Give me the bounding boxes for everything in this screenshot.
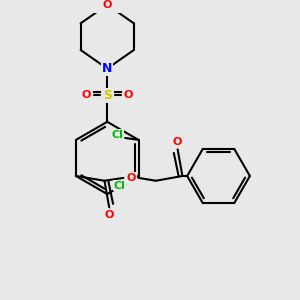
Text: O: O	[82, 90, 91, 100]
Text: Cl: Cl	[114, 181, 125, 190]
Text: O: O	[104, 210, 114, 220]
Text: Cl: Cl	[112, 130, 124, 140]
Text: N: N	[102, 62, 112, 75]
Text: O: O	[126, 173, 136, 183]
Text: O: O	[103, 0, 112, 10]
Text: S: S	[103, 89, 112, 102]
Text: O: O	[173, 137, 182, 147]
Text: O: O	[124, 90, 133, 100]
